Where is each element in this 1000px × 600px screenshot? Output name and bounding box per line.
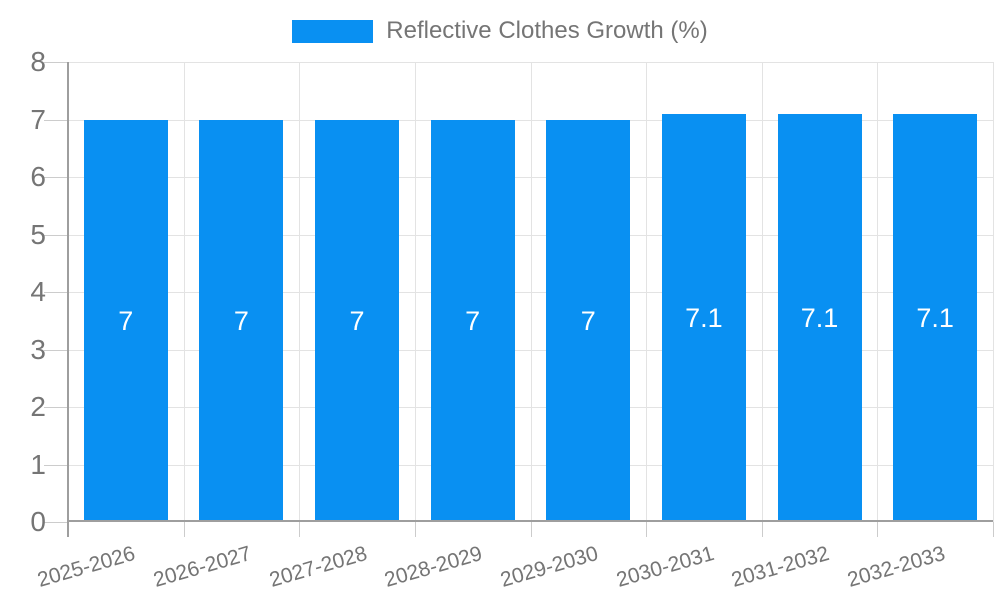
x-axis-label: 2032-2033 xyxy=(844,542,948,592)
bar: 7.1 xyxy=(661,113,746,522)
y-axis-tick xyxy=(44,177,68,178)
y-axis-tick-label: 1 xyxy=(30,448,46,480)
bar: 7 xyxy=(315,119,400,522)
x-axis-label: 2031-2032 xyxy=(729,542,832,592)
y-axis-tick xyxy=(44,522,68,523)
bar: 7.1 xyxy=(893,113,978,522)
gridline-vertical xyxy=(993,62,994,522)
y-axis-tick xyxy=(44,464,68,466)
y-axis-tick xyxy=(44,407,68,408)
bar-value-label: 7 xyxy=(580,305,596,336)
x-axis-tick xyxy=(183,522,185,537)
gridline-vertical xyxy=(299,62,301,522)
y-axis-tick-label: 8 xyxy=(30,46,46,77)
y-axis-tick-label: 6 xyxy=(30,161,46,192)
bar-value-label: 7 xyxy=(465,305,481,336)
bar-value-label: 7 xyxy=(349,305,365,336)
y-axis-tick-label: 2 xyxy=(30,391,46,422)
gridline-vertical xyxy=(530,62,532,522)
x-axis-tick xyxy=(646,522,648,537)
bar: 7.1 xyxy=(777,113,862,522)
x-axis-label: 2030-2031 xyxy=(613,542,717,592)
bar: 7 xyxy=(199,119,284,522)
x-axis-line xyxy=(68,520,993,522)
bar-value-label: 7.1 xyxy=(916,302,954,333)
legend: Reflective Clothes Growth (%) xyxy=(0,17,1000,45)
y-axis-tick-label: 5 xyxy=(30,218,46,250)
x-axis-tick xyxy=(877,522,879,537)
gridline-vertical xyxy=(183,62,185,522)
bar: 7 xyxy=(430,119,515,522)
y-axis-tick xyxy=(44,292,68,293)
legend-label: Reflective Clothes Growth (%) xyxy=(386,17,708,44)
y-axis-tick xyxy=(44,234,68,236)
x-axis-tick xyxy=(761,522,763,537)
x-axis-label: 2029-2030 xyxy=(497,542,601,592)
gridline-vertical xyxy=(646,62,648,522)
x-axis-label: 2028-2029 xyxy=(382,542,486,592)
x-axis-tick xyxy=(299,522,301,537)
x-axis-tick xyxy=(414,522,416,537)
x-axis-label: 2027-2028 xyxy=(266,542,370,592)
legend-swatch xyxy=(292,19,374,43)
bar: 7 xyxy=(546,119,631,522)
bar: 7 xyxy=(83,119,168,522)
bar-value-label: 7 xyxy=(233,305,249,336)
plot-area: 0 1 2 3 4 5 6 7 8 7 2025-2026 7 2026-2027 7 2027-2028 7… xyxy=(30,46,994,592)
y-axis-tick xyxy=(44,119,68,121)
x-axis-tick xyxy=(530,522,532,537)
y-axis-tick xyxy=(44,62,68,63)
y-axis-tick-label: 4 xyxy=(30,276,46,307)
bar-value-label: 7 xyxy=(118,305,134,336)
y-axis-tick xyxy=(44,349,68,351)
gridline-vertical xyxy=(761,62,763,522)
gridline-vertical xyxy=(414,62,416,522)
x-axis-label: 2025-2026 xyxy=(35,542,139,592)
y-axis-tick-label: 3 xyxy=(30,333,46,365)
bar-value-label: 7.1 xyxy=(685,302,723,333)
y-axis-line xyxy=(67,62,69,537)
gridline-vertical xyxy=(877,62,879,522)
x-axis-label: 2026-2027 xyxy=(150,542,254,592)
bar-value-label: 7.1 xyxy=(800,302,839,333)
y-axis-tick-label: 0 xyxy=(30,506,46,537)
x-axis-tick xyxy=(993,522,994,537)
y-axis-tick-label: 7 xyxy=(30,103,46,135)
